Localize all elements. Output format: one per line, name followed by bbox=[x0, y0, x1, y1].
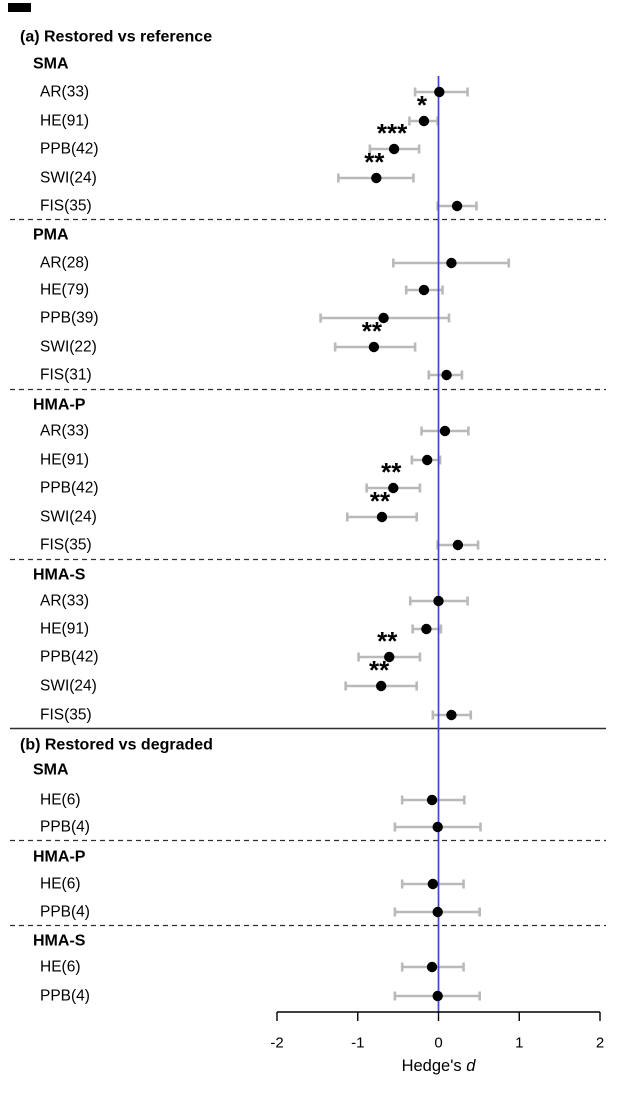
point-estimate bbox=[418, 284, 430, 296]
x-tick-label: 1 bbox=[515, 1035, 523, 1052]
point-estimate bbox=[446, 257, 457, 269]
x-tick-label: 2 bbox=[596, 1035, 604, 1052]
point-estimate bbox=[452, 539, 464, 551]
x-tick-label: 0 bbox=[434, 1035, 442, 1052]
point-estimate bbox=[421, 623, 432, 635]
significance-stars: *** bbox=[377, 118, 408, 148]
row-label: AR(33) bbox=[40, 84, 89, 101]
group-header: HMA-P bbox=[33, 849, 86, 866]
row-label: PPB(4) bbox=[40, 819, 90, 836]
row-label: AR(33) bbox=[40, 423, 89, 440]
point-estimate bbox=[441, 369, 452, 381]
group-header: HMA-P bbox=[33, 397, 86, 414]
point-estimate bbox=[432, 906, 443, 918]
row-label: HE(79) bbox=[40, 282, 89, 299]
row-label: HE(6) bbox=[40, 792, 80, 809]
row-label: FIS(35) bbox=[40, 198, 92, 215]
point-estimate bbox=[427, 878, 439, 890]
point-estimate bbox=[388, 143, 400, 155]
separator-layer bbox=[10, 218, 606, 927]
point-estimate bbox=[446, 709, 457, 721]
significance-stars: ** bbox=[381, 457, 402, 487]
significance-stars: * bbox=[417, 90, 428, 120]
panel-title: (a) Restored vs reference bbox=[20, 29, 212, 46]
row-label: PPB(42) bbox=[40, 141, 99, 158]
point-estimate bbox=[434, 86, 445, 98]
row-label: SWI(24) bbox=[40, 678, 97, 695]
point-estimate bbox=[432, 821, 443, 833]
point-estimate bbox=[426, 961, 438, 973]
significance-stars: ** bbox=[364, 147, 385, 177]
row-label: AR(28) bbox=[40, 255, 89, 272]
x-axis-title-italic: d bbox=[466, 1057, 476, 1075]
row-label: PPB(39) bbox=[40, 310, 99, 327]
point-estimate bbox=[426, 794, 438, 806]
point-estimate bbox=[378, 312, 389, 324]
row-label: FIS(35) bbox=[40, 707, 92, 724]
point-estimate bbox=[375, 680, 387, 692]
row-label: HE(91) bbox=[40, 621, 89, 638]
point-estimate bbox=[388, 482, 399, 494]
row-label: AR(33) bbox=[40, 593, 89, 610]
row-label: HE(6) bbox=[40, 959, 80, 976]
group-header: PMA bbox=[33, 227, 69, 244]
group-header: SMA bbox=[33, 56, 69, 73]
point-estimate bbox=[433, 595, 444, 607]
x-tick-label: -2 bbox=[270, 1035, 283, 1052]
point-estimate bbox=[384, 651, 395, 663]
point-estimate bbox=[432, 990, 443, 1002]
x-tick-label: -1 bbox=[351, 1035, 364, 1052]
row-label: FIS(35) bbox=[40, 537, 92, 554]
ci-layer bbox=[319, 87, 511, 1001]
row-label: HE(6) bbox=[40, 876, 80, 893]
x-axis-title-plain: Hedge's bbox=[402, 1057, 467, 1075]
point-estimate bbox=[418, 115, 430, 127]
x-axis-title: Hedge's d bbox=[402, 1057, 477, 1075]
point-estimate bbox=[451, 200, 463, 212]
row-label: SWI(24) bbox=[40, 170, 97, 187]
point-layer bbox=[368, 86, 464, 1002]
point-estimate bbox=[371, 172, 382, 184]
group-header: HMA-S bbox=[33, 567, 86, 584]
panel-title: (b) Restored vs degraded bbox=[20, 737, 213, 754]
row-label: SWI(24) bbox=[40, 509, 97, 526]
row-label: FIS(31) bbox=[40, 367, 92, 384]
row-label: SWI(22) bbox=[40, 339, 97, 356]
row-label: HE(91) bbox=[40, 113, 89, 130]
significance-stars: ** bbox=[377, 626, 398, 656]
group-header: HMA-S bbox=[33, 933, 86, 950]
point-estimate bbox=[376, 511, 388, 523]
point-estimate bbox=[421, 454, 433, 466]
row-label: PPB(4) bbox=[40, 904, 90, 921]
row-label: PPB(42) bbox=[40, 480, 99, 497]
row-label: HE(91) bbox=[40, 452, 89, 469]
row-label: PPB(4) bbox=[40, 988, 90, 1005]
point-estimate bbox=[368, 341, 380, 353]
group-header: SMA bbox=[33, 762, 69, 779]
row-label: PPB(42) bbox=[40, 649, 99, 666]
significance-stars: ** bbox=[362, 316, 383, 346]
point-estimate bbox=[439, 425, 451, 437]
top-left-mark bbox=[8, 3, 31, 12]
significance-stars: ** bbox=[369, 655, 390, 685]
stars-layer: **************** bbox=[362, 90, 428, 685]
significance-stars: ** bbox=[370, 486, 391, 516]
